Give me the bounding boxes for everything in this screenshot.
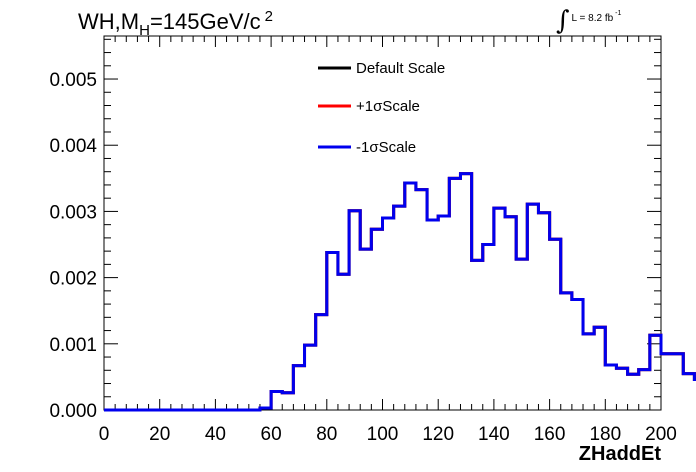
x-tick-label: 100 bbox=[367, 424, 399, 445]
x-tick-label: 140 bbox=[478, 424, 510, 445]
tick-labels: 0 20 40 60 80 100 120 140 160 180 200 0.000 0.001 0.0… bbox=[49, 70, 676, 445]
histogram-series-3 bbox=[104, 172, 696, 412]
y-tick-label: 0.000 bbox=[49, 401, 97, 422]
histogram-series-2 bbox=[104, 172, 696, 412]
title-value: =145GeV/c bbox=[149, 9, 261, 34]
luminosity-superscript: -1 bbox=[615, 10, 622, 17]
x-tick-label: 20 bbox=[149, 424, 170, 445]
legend-label: Default Scale bbox=[356, 60, 445, 77]
x-axis-label: ZHaddEt bbox=[579, 443, 662, 465]
y-tick-label: 0.003 bbox=[49, 202, 97, 223]
x-tick-label: 40 bbox=[205, 424, 226, 445]
axis-ticks bbox=[103, 36, 662, 411]
luminosity-text: L = 8.2 fb bbox=[571, 13, 614, 24]
x-tick-label: 120 bbox=[422, 424, 454, 445]
x-tick-label: 80 bbox=[316, 424, 337, 445]
y-tick-label: 0.005 bbox=[49, 70, 97, 91]
x-tick-label: 0 bbox=[99, 424, 110, 445]
title-subscript: H bbox=[139, 22, 150, 39]
y-tick-label: 0.004 bbox=[49, 136, 97, 157]
title-superscript: 2 bbox=[264, 8, 273, 25]
y-tick-label: 0.002 bbox=[49, 269, 97, 290]
chart-title: WH,MH=145GeV/c 2 bbox=[78, 8, 273, 39]
x-tick-label: 200 bbox=[645, 424, 677, 445]
series-layer bbox=[104, 172, 696, 412]
legend: Default Scale +1σScale -1σScale bbox=[318, 60, 445, 156]
histogram-series-1 bbox=[104, 172, 696, 412]
integral-symbol: ∫ bbox=[556, 6, 570, 36]
y-tick-label: 0.001 bbox=[49, 335, 97, 356]
x-tick-label: 160 bbox=[534, 424, 566, 445]
luminosity-label: ∫ L = 8.2 fb -1 bbox=[556, 6, 621, 36]
x-tick-label: 180 bbox=[589, 424, 621, 445]
legend-label: -1σScale bbox=[356, 139, 416, 156]
legend-label: +1σScale bbox=[356, 98, 420, 115]
title-main: WH,M bbox=[78, 9, 140, 34]
x-tick-label: 60 bbox=[261, 424, 282, 445]
